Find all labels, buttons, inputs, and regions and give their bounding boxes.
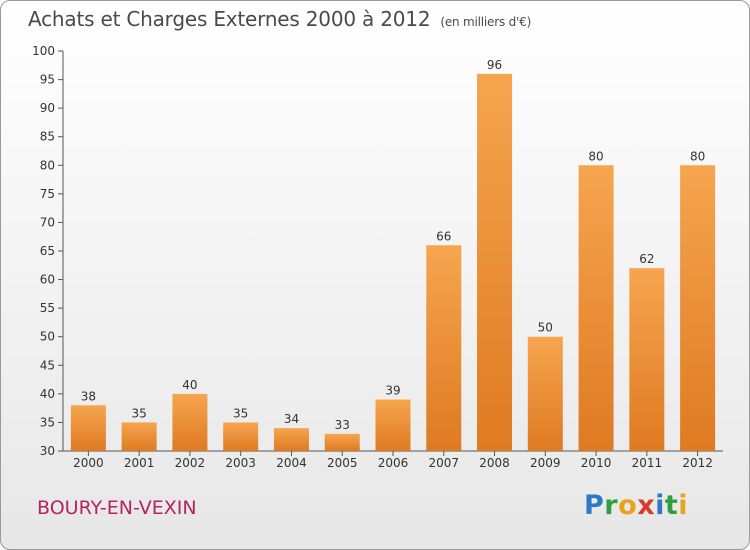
x-tick-label-2000: 2000 xyxy=(73,456,104,470)
y-tick-label: 100 xyxy=(32,44,55,58)
bar-2001 xyxy=(121,422,157,451)
y-tick-label: 40 xyxy=(40,387,55,401)
logo-letter: x xyxy=(637,490,656,521)
x-tick-label-2006: 2006 xyxy=(378,456,409,470)
y-tick-label: 90 xyxy=(40,101,55,115)
x-tick-label-2003: 2003 xyxy=(225,456,256,470)
y-tick-label: 60 xyxy=(40,273,55,287)
value-label-2006: 39 xyxy=(385,384,400,398)
y-tick-label: 75 xyxy=(40,187,55,201)
value-label-2012: 80 xyxy=(690,149,705,163)
bar-2008 xyxy=(477,73,513,451)
y-tick-label: 50 xyxy=(40,330,55,344)
value-label-2007: 66 xyxy=(436,229,451,243)
x-tick-label-2010: 2010 xyxy=(581,456,612,470)
x-tick-label-2002: 2002 xyxy=(175,456,206,470)
x-tick-label-2012: 2012 xyxy=(682,456,713,470)
chart-title-text: Achats et Charges Externes 2000 à 2012 xyxy=(28,7,431,31)
bar-2006 xyxy=(375,399,411,451)
bar-2002 xyxy=(172,393,208,451)
bar-2007 xyxy=(426,245,462,451)
value-label-2008: 96 xyxy=(487,58,502,72)
logo-letter: t xyxy=(664,490,679,521)
logo-letter: P xyxy=(584,490,605,521)
bars-layer: 38 35 40 35 34 33 39 66 96 50 80 62 80 xyxy=(70,58,716,452)
value-label-2003: 35 xyxy=(233,406,248,420)
commune-name: BOURY-EN-VEXIN xyxy=(37,497,197,519)
y-tick-label: 30 xyxy=(40,444,55,458)
y-tick-label: 55 xyxy=(40,301,55,315)
value-label-2011: 62 xyxy=(639,252,654,266)
proxiti-logo: Proxiti xyxy=(584,490,688,521)
x-tick-label-2009: 2009 xyxy=(530,456,561,470)
y-tick-label: 95 xyxy=(40,73,55,87)
value-label-2002: 40 xyxy=(182,378,197,392)
value-label-2001: 35 xyxy=(132,406,147,420)
logo-letter: o xyxy=(618,490,638,521)
bar-2005 xyxy=(324,433,360,451)
y-tick-label: 70 xyxy=(40,215,55,229)
x-tick-label-2011: 2011 xyxy=(632,456,663,470)
bar-2011 xyxy=(629,268,665,451)
x-tick-label-2007: 2007 xyxy=(428,456,459,470)
y-tick-label: 45 xyxy=(40,358,55,372)
axis-layer: 30 35 40 45 50 55 60 65 70 75 80 85 90 95 100 2000 2001 2… xyxy=(32,44,723,470)
bar-2000 xyxy=(70,405,106,451)
y-tick-label: 35 xyxy=(40,415,55,429)
chart-subtitle: (en milliers d'€) xyxy=(440,15,532,29)
value-label-2004: 34 xyxy=(284,412,299,426)
bar-2009 xyxy=(527,336,563,451)
value-label-2009: 50 xyxy=(538,321,553,335)
logo-letter: i xyxy=(655,490,665,521)
y-tick-label: 80 xyxy=(40,158,55,172)
chart-title: Achats et Charges Externes 2000 à 2012 (e… xyxy=(28,7,531,31)
value-label-2005: 33 xyxy=(335,418,350,432)
bar-2003 xyxy=(223,422,259,451)
y-tick-label: 85 xyxy=(40,130,55,144)
x-tick-label-2008: 2008 xyxy=(479,456,510,470)
logo-letter: r xyxy=(604,490,619,521)
x-tick-label-2004: 2004 xyxy=(276,456,307,470)
value-label-2000: 38 xyxy=(81,389,96,403)
bar-2012 xyxy=(680,165,716,452)
x-tick-label-2005: 2005 xyxy=(327,456,358,470)
x-tick-label-2001: 2001 xyxy=(124,456,155,470)
value-label-2010: 80 xyxy=(588,149,603,163)
logo-letter: i xyxy=(678,490,689,521)
bar-2010 xyxy=(578,165,614,452)
bar-2004 xyxy=(273,428,309,451)
y-tick-label: 65 xyxy=(40,244,55,258)
